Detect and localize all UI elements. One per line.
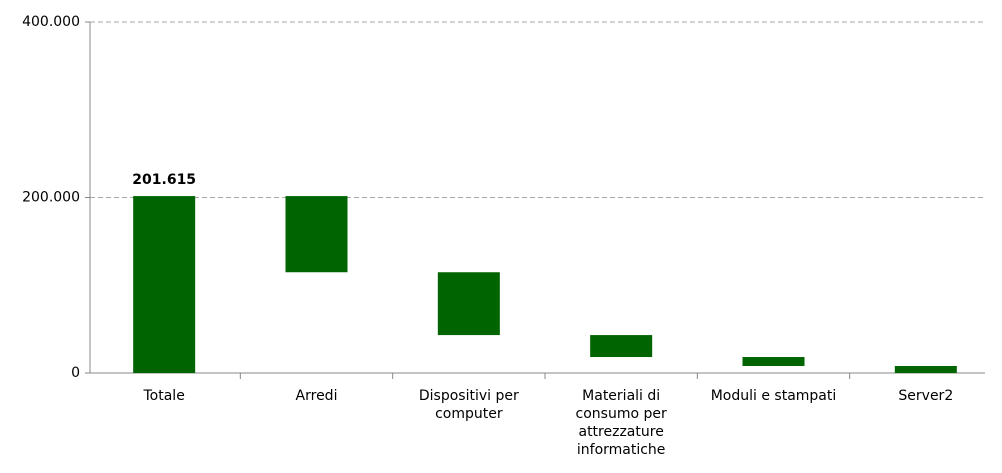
y-tick-label: 0 bbox=[71, 365, 80, 381]
x-tick-label: Dispositivi per computer bbox=[418, 388, 519, 422]
y-tick-label: 400.000 bbox=[22, 14, 80, 30]
x-tick-label: Materiali di consumo per attrezzature in… bbox=[575, 388, 667, 458]
bar bbox=[590, 335, 653, 358]
x-tick-label: Totale bbox=[143, 388, 185, 404]
x-tick-label: Server2 bbox=[898, 388, 954, 404]
x-tick-label: Arredi bbox=[295, 388, 338, 404]
bar bbox=[285, 196, 348, 273]
bar bbox=[133, 196, 196, 373]
y-tick-label: 200.000 bbox=[22, 190, 80, 206]
x-tick-label: Moduli e stampati bbox=[710, 388, 837, 404]
data-label: 201.615 bbox=[132, 172, 196, 188]
bar bbox=[894, 365, 957, 373]
bar bbox=[742, 357, 805, 366]
bar bbox=[437, 272, 500, 336]
